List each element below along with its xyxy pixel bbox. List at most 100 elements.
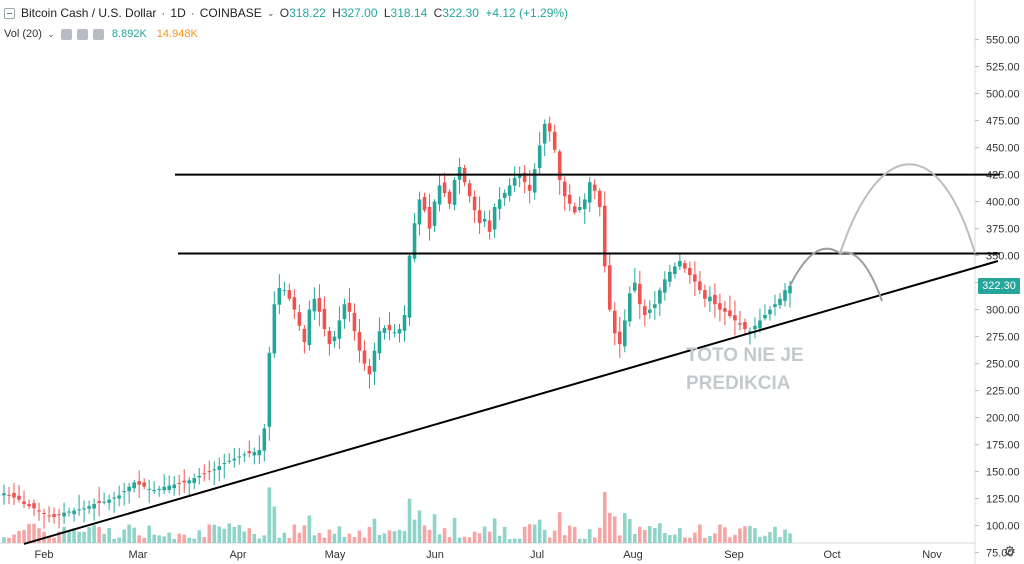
support-trendline[interactable]	[23, 260, 999, 545]
volume-bar	[537, 519, 542, 543]
y-tick-label: 450.00	[986, 143, 1020, 155]
volume-bar	[638, 526, 642, 543]
volume-bar	[387, 530, 392, 543]
x-tick-label: Apr	[229, 549, 246, 561]
candle-body	[297, 312, 302, 326]
volume-bar	[733, 534, 737, 543]
symbol-name[interactable]: Bitcoin Cash / U.S. Dollar	[21, 6, 157, 20]
visibility-icon[interactable]	[60, 28, 72, 40]
volume-bar	[723, 527, 727, 543]
candle-body	[597, 190, 602, 207]
volume-bar	[582, 538, 587, 543]
candle-body	[512, 177, 517, 186]
volume-bar	[362, 537, 367, 543]
candle-body	[768, 309, 772, 315]
volume-chevron-icon[interactable]: ⌄	[47, 28, 55, 39]
x-tick-label: Oct	[823, 549, 840, 561]
volume-bar	[147, 525, 151, 543]
volume-bar	[432, 514, 437, 543]
candle-body	[197, 475, 202, 478]
volume-bar	[527, 524, 532, 543]
volume-bar	[708, 535, 712, 543]
candle-body	[442, 182, 447, 193]
candle-body	[693, 274, 697, 282]
candle-body	[102, 501, 106, 503]
volume-bar	[688, 537, 692, 543]
candle-body	[748, 331, 752, 333]
volume-bar	[457, 537, 462, 543]
volume-bar	[763, 535, 767, 543]
volume-bar	[452, 517, 457, 543]
volume-bar	[397, 529, 402, 543]
candle-body	[172, 484, 177, 489]
volume-bar	[177, 533, 182, 543]
candle-body	[517, 174, 522, 178]
settings-icon[interactable]	[76, 28, 88, 40]
candle-body	[602, 205, 607, 267]
volume-bar	[317, 532, 322, 543]
candle-body	[32, 503, 36, 509]
candle-body	[372, 350, 377, 372]
volume-bar	[152, 534, 156, 543]
candle-body	[432, 201, 437, 226]
volume-bar	[693, 532, 697, 543]
candle-body	[688, 267, 692, 276]
candles	[2, 116, 792, 529]
chevron-down-icon[interactable]: ⌄	[266, 7, 275, 18]
volume-bar	[683, 537, 687, 543]
volume-bar	[22, 530, 26, 543]
candle-body	[47, 515, 51, 517]
volume-bar	[753, 528, 757, 543]
candle-body	[507, 185, 512, 196]
candle-body	[267, 352, 272, 427]
volume-bar	[92, 525, 96, 543]
candle-body	[152, 489, 156, 492]
projection-path-down	[839, 251, 883, 302]
candle-body	[272, 304, 277, 354]
volume-bar	[577, 538, 582, 543]
x-tick-label: Jun	[426, 549, 444, 561]
volume-bar	[592, 537, 597, 543]
volume-bar	[557, 512, 562, 543]
candle-body	[738, 323, 742, 325]
candle-body	[617, 331, 622, 345]
candle-body	[472, 196, 477, 211]
volume-bar	[132, 527, 136, 543]
volume-bar	[257, 538, 262, 543]
candle-body	[612, 310, 617, 334]
candle-body	[322, 308, 327, 330]
gear-icon[interactable]: ⚙	[1003, 543, 1016, 559]
candle-body	[287, 290, 292, 299]
candle-body	[167, 485, 172, 490]
volume-bar	[47, 536, 51, 543]
y-tick-label: 400.00	[986, 197, 1020, 209]
close-icon[interactable]	[92, 28, 104, 40]
candle-body	[317, 297, 322, 312]
interval-label[interactable]: 1D	[170, 6, 186, 20]
x-tick-label: May	[325, 549, 346, 561]
volume-label: Vol (20)	[4, 28, 42, 40]
candle-body	[57, 514, 61, 516]
volume-bar	[402, 531, 407, 543]
volume-bar	[627, 519, 632, 543]
candle-body	[778, 298, 782, 306]
candle-body	[42, 512, 46, 514]
candle-body	[357, 331, 362, 351]
candle-body	[252, 452, 257, 456]
candle-body	[658, 290, 662, 304]
volume-bar	[467, 537, 472, 543]
volume-bar	[32, 523, 36, 543]
volume-bar	[232, 526, 237, 543]
volume-bar	[547, 537, 552, 543]
volume-bar	[407, 498, 412, 543]
candle-body	[92, 504, 96, 509]
collapse-icon[interactable]	[4, 7, 15, 19]
volume-bar	[482, 526, 487, 543]
volume-bar	[743, 526, 747, 543]
candle-body	[77, 509, 81, 511]
candle-body	[552, 131, 557, 150]
volume-bar	[162, 536, 167, 543]
volume-bar	[517, 538, 522, 543]
candle-body	[733, 315, 737, 321]
